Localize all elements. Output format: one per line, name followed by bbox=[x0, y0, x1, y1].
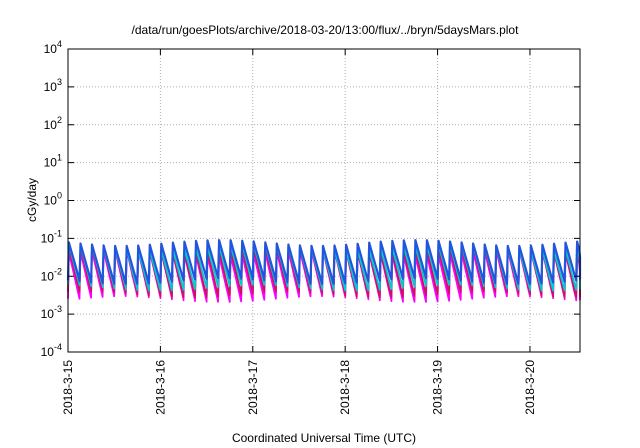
y-tick-label: 10-1 bbox=[41, 228, 62, 245]
y-axis-label: cGy/day bbox=[25, 178, 39, 222]
y-tick-label: 102 bbox=[44, 115, 62, 132]
x-tick-label: 2018-3-17 bbox=[246, 360, 260, 415]
x-axis: 2018-3-15 2018-3-16 2018-3-17 2018-3-18 2018… bbox=[61, 49, 537, 415]
x-tick-label: 2018-3-19 bbox=[431, 360, 445, 415]
series-line bbox=[66, 239, 582, 285]
x-tick-label: 2018-3-18 bbox=[338, 360, 352, 415]
y-tick-label: 101 bbox=[44, 153, 62, 170]
y-tick-label: 10-2 bbox=[41, 266, 62, 283]
y-tick-label: 100 bbox=[44, 191, 62, 208]
chart-title: /data/run/goesPlots/archive/2018-03-20/1… bbox=[132, 23, 520, 37]
y-tick-label: 103 bbox=[44, 77, 62, 94]
x-tick-label: 2018-3-15 bbox=[61, 360, 75, 415]
series-group bbox=[66, 239, 582, 303]
x-tick-label: 2018-3-16 bbox=[153, 360, 167, 415]
y-tick-label: 10-4 bbox=[41, 342, 62, 359]
x-tick-label: 2018-3-20 bbox=[523, 360, 537, 415]
grid bbox=[68, 49, 580, 352]
y-tick-label: 104 bbox=[44, 39, 62, 56]
y-tick-label: 10-3 bbox=[41, 304, 62, 321]
x-axis-label: Coordinated Universal Time (UTC) bbox=[232, 431, 416, 445]
y-axis: 10-4 10-3 10-2 10-1 100 101 102 103 104 bbox=[41, 39, 580, 359]
